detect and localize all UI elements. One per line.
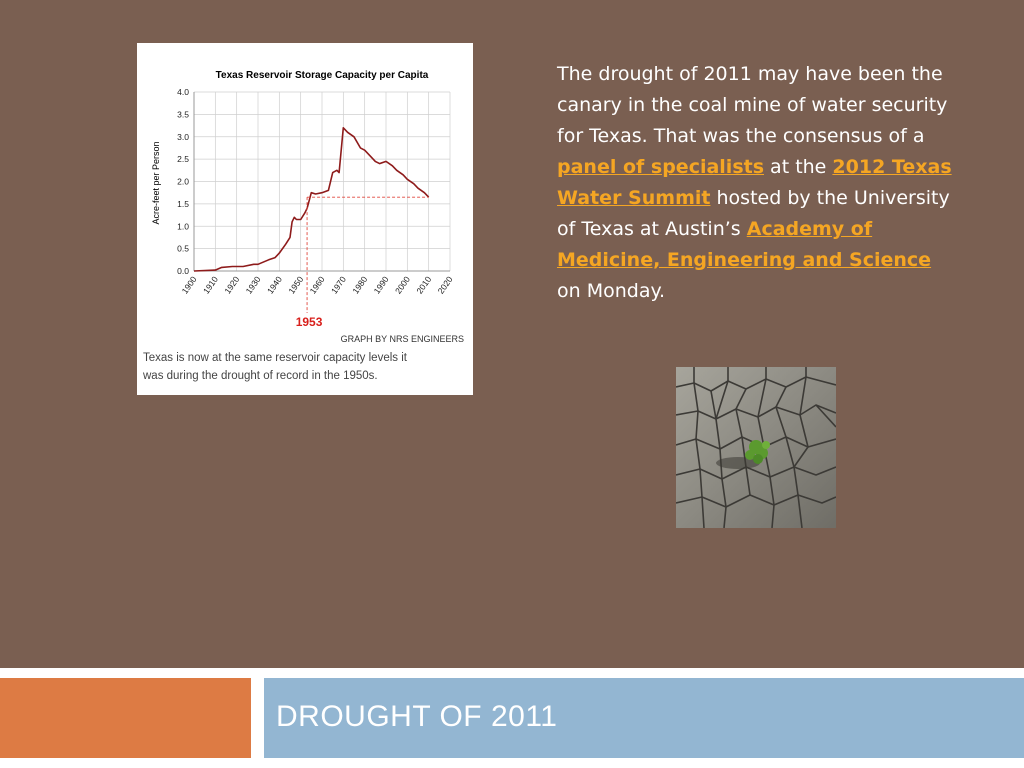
- y-tick-label: 4.0: [177, 87, 189, 97]
- body-text-part: The drought of 2011 may have been the ca…: [557, 63, 948, 147]
- link-panel-of-specialists[interactable]: panel of specialists: [557, 156, 765, 178]
- y-tick-label: 2.5: [177, 154, 189, 164]
- x-tick-label: 2010: [414, 274, 433, 295]
- body-text: The drought of 2011 may have been the ca…: [557, 59, 957, 307]
- x-tick-label: 1900: [180, 274, 199, 295]
- x-tick-label: 1970: [329, 274, 348, 295]
- cracked-earth-photo: [676, 367, 836, 528]
- x-tick-label: 1930: [244, 274, 263, 295]
- body-text-part: on Monday.: [557, 280, 666, 302]
- chart-card: 0.0 0.5 1.0 1.5 2.0 2.5 3.0 3.5 4.0 1900 1910 1920 1…: [137, 43, 473, 395]
- chart-title: Texas Reservoir Storage Capacity per Cap…: [216, 70, 429, 81]
- x-tick-label: 1950: [286, 274, 305, 295]
- x-tick-label: 1910: [201, 274, 220, 295]
- y-tick-label: 1.0: [177, 221, 189, 231]
- chart-credit: GRAPH BY NRS ENGINEERS: [341, 334, 464, 344]
- y-tick-label: 0.0: [177, 266, 189, 276]
- slide-title: DROUGHT OF 2011: [276, 700, 558, 733]
- x-tick-label: 1990: [372, 274, 391, 295]
- footer-title-bar: DROUGHT OF 2011: [264, 678, 1024, 758]
- annotation-year-label: 1953: [296, 315, 323, 329]
- y-tick-label: 1.5: [177, 199, 189, 209]
- link-academy-of-medicine[interactable]: Academy of Medicine, Engineering and Sci…: [557, 218, 932, 271]
- y-tick-label: 3.5: [177, 109, 189, 119]
- series-line: [193, 127, 430, 272]
- x-tick-label: 1920: [222, 274, 241, 295]
- link-texas-water-summit[interactable]: 2012 Texas Water Summit: [557, 156, 952, 209]
- chart-y-axis-label: Acre-feet per Person: [151, 141, 161, 224]
- x-tick-label: 1960: [308, 274, 327, 295]
- x-tick-label: 2000: [393, 274, 412, 295]
- y-tick-label: 2.0: [177, 177, 189, 187]
- slide-background: 0.0 0.5 1.0 1.5 2.0 2.5 3.0 3.5 4.0 1900 1910 1920 1…: [0, 0, 1024, 668]
- chart-caption: Texas is now at the same reservoir capac…: [142, 352, 410, 382]
- y-tick-label: 3.0: [177, 132, 189, 142]
- x-tick-label: 2020: [436, 274, 455, 295]
- body-text-part: hosted by the University of Texas at Aus…: [557, 187, 950, 240]
- x-tick-label: 1940: [265, 274, 284, 295]
- footer-accent-block: [0, 678, 251, 758]
- body-text-part: at the: [764, 156, 833, 178]
- y-tick-label: 0.5: [177, 244, 189, 254]
- x-tick-label: 1980: [350, 274, 369, 295]
